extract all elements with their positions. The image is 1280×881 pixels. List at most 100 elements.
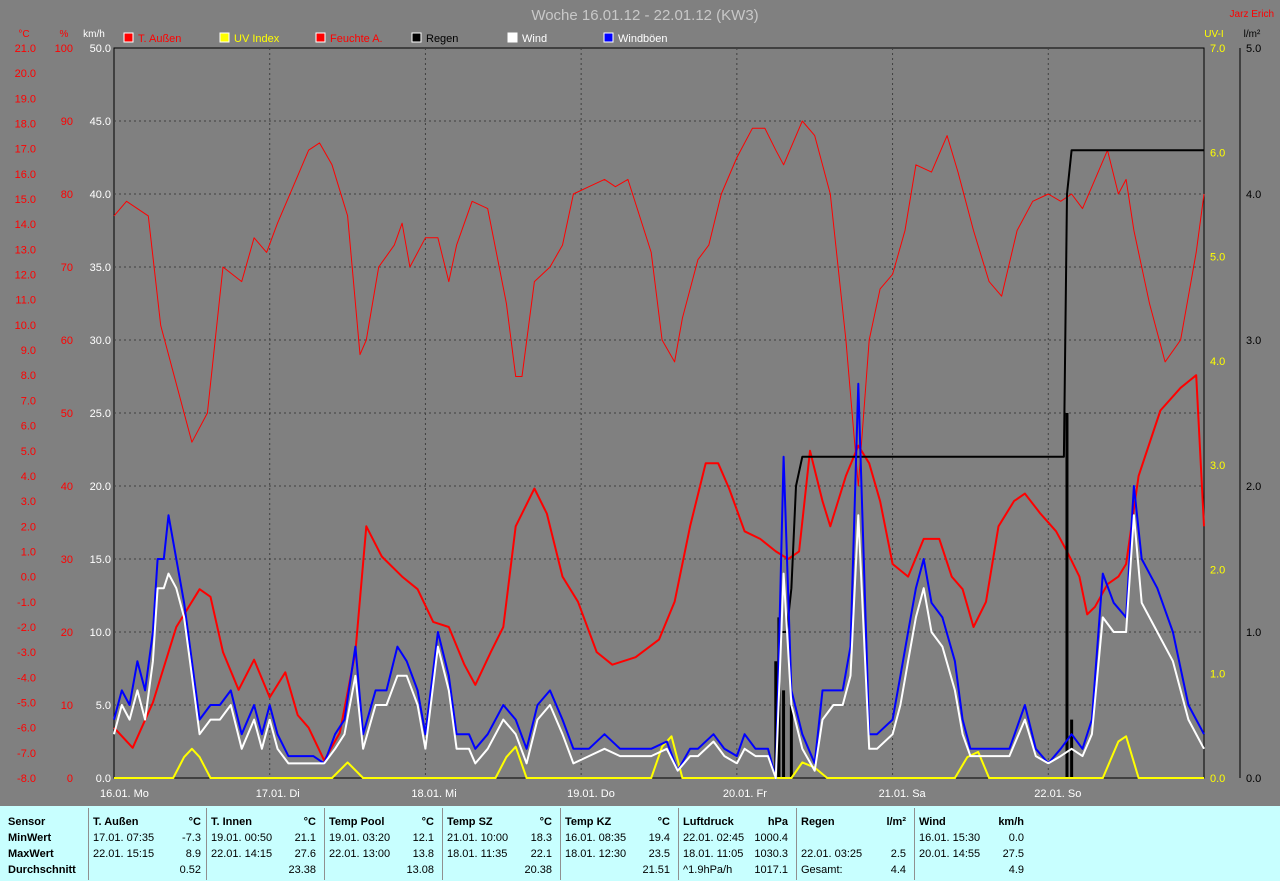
stats-cell-value: 0.52 <box>179 864 201 876</box>
rain-tick-label: 0.0 <box>1246 773 1261 785</box>
temp-tick-label: 10.0 <box>15 320 36 332</box>
stats-col: Temp Pool °C 19.01. 03:20 12.1 22.01. 13:00 1… <box>326 806 438 881</box>
stats-cell-value: 0.0 <box>1008 832 1024 844</box>
stats-cell-date: 22.01. 03:25 <box>801 848 863 860</box>
x-axis-labels: 16.01. Mo 17.01. Di 18.01. Mi 19.01. Do 20.0… <box>100 788 1081 800</box>
humidity-tick-label: 10 <box>61 700 73 712</box>
rain-tick-label: 2.0 <box>1246 481 1261 493</box>
stats-cell-value: 1000.4 <box>754 832 788 844</box>
day-label: 18.01. Mi <box>411 788 456 800</box>
wind-tick-label: 20.0 <box>90 481 111 493</box>
author-label: Jarz Erich <box>1230 9 1274 20</box>
stats-col-separator <box>88 808 89 880</box>
stats-cell-date: 16.01. 15:30 <box>919 832 981 844</box>
uv-tick-label: 2.0 <box>1210 564 1225 576</box>
temp-tick-label: 9.0 <box>21 345 36 357</box>
stats-col-unit: °C <box>539 816 552 828</box>
stats-cell-value: 13.08 <box>406 864 434 876</box>
temp-axis-title: °C <box>18 29 29 40</box>
humidity-tick-label: 80 <box>61 189 73 201</box>
stats-cell-date: 18.01. 12:30 <box>565 848 627 860</box>
uv-tick-label: 0.0 <box>1210 773 1225 785</box>
uv-tick-label: 7.0 <box>1210 43 1225 55</box>
humidity-tick-label: 0 <box>67 773 73 785</box>
stats-col-separator <box>324 808 325 880</box>
stats-col-separator <box>560 808 561 880</box>
stats-cell-date: 22.01. 02:45 <box>683 832 745 844</box>
stats-cell-value: 23.5 <box>648 848 670 860</box>
stats-cell-date: 20.01. 14:55 <box>919 848 981 860</box>
stats-cell-value: 8.9 <box>185 848 201 860</box>
series-line-t-au-en <box>113 374 1205 762</box>
chart-title: Woche 16.01.12 - 22.01.12 (KW3) <box>531 7 758 24</box>
temp-tick-label: 13.0 <box>15 244 36 256</box>
uv-tick-label: 4.0 <box>1210 356 1225 368</box>
legend-swatch <box>603 32 614 43</box>
legend-label: Wind <box>522 33 547 45</box>
humidity-tick-label: 40 <box>61 481 73 493</box>
stats-cell-value: 27.5 <box>1002 848 1024 860</box>
wind-tick-label: 50.0 <box>90 43 111 55</box>
stats-col: Luftdruck hPa 22.01. 02:45 1000.4 18.01. 11:… <box>680 806 792 881</box>
temp-tick-label: 17.0 <box>15 144 36 156</box>
temp-tick-label: -8.0 <box>17 773 36 785</box>
humidity-tick-label: 90 <box>61 116 73 128</box>
stats-cell-date: 22.01. 15:15 <box>93 848 155 860</box>
stats-cell-value: 19.4 <box>648 832 670 844</box>
humidity-tick-label: 100 <box>55 43 73 55</box>
stats-col-separator <box>206 808 207 880</box>
temp-tick-label: -1.0 <box>17 597 36 609</box>
humidity-tick-label: 30 <box>61 554 73 566</box>
temp-tick-label: 11.0 <box>15 295 36 307</box>
stats-cell-date: 18.01. 11:35 <box>447 848 508 860</box>
legend-swatch <box>123 32 134 43</box>
stats-cell-date: ^1.9hPa/h <box>683 864 733 876</box>
legend-swatch <box>219 32 230 43</box>
stats-cell-date: 19.01. 00:50 <box>211 832 273 844</box>
temp-tick-label: 21.0 <box>15 43 36 55</box>
stats-cell-value: 2.5 <box>890 848 906 860</box>
stats-col-title: Luftdruck <box>683 816 734 828</box>
stats-col-title: Wind <box>919 816 946 828</box>
stats-col-title: Temp SZ <box>447 816 493 828</box>
stats-head-sensor: Sensor <box>8 816 46 828</box>
stats-cell-value: 1030.3 <box>754 848 788 860</box>
stats-row-label-max: MaxWert <box>8 848 54 860</box>
temp-tick-label: 18.0 <box>15 119 36 131</box>
stats-col-title: T. Innen <box>211 816 252 828</box>
stats-col: Wind km/h 16.01. 15:30 0.0 20.01. 14:55 27.5 4… <box>916 806 1028 881</box>
uv-tick-label: 3.0 <box>1210 460 1225 472</box>
humidity-tick-label: 70 <box>61 262 73 274</box>
stats-cell-value: 21.1 <box>294 832 316 844</box>
rain-tick-label: 4.0 <box>1246 189 1261 201</box>
temp-tick-label: -2.0 <box>17 622 36 634</box>
legend-label: Regen <box>426 33 458 45</box>
temp-tick-label: 4.0 <box>21 471 36 483</box>
rain-axis-title: l/m² <box>1244 29 1261 40</box>
stats-row-label-avg: Durchschnitt <box>8 864 76 876</box>
temp-tick-label: 8.0 <box>21 370 36 382</box>
stats-col-separator <box>678 808 679 880</box>
weather-chart: Woche 16.01.12 - 22.01.12 (KW3) Jarz Eri… <box>14 7 1274 800</box>
stats-col-separator <box>796 808 797 880</box>
temp-tick-label: 2.0 <box>21 521 36 533</box>
legend-label: UV Index <box>234 33 280 45</box>
stats-col-separator <box>442 808 443 880</box>
wind-tick-label: 30.0 <box>90 335 111 347</box>
temp-tick-label: 16.0 <box>15 169 36 181</box>
temp-tick-label: -7.0 <box>17 748 36 760</box>
series-line-feuchte-a- <box>113 120 1205 487</box>
stats-cell-value: 27.6 <box>294 848 316 860</box>
stats-col-title: Temp Pool <box>329 816 385 828</box>
day-label: 21.01. Sa <box>879 788 927 800</box>
legend-label: T. Außen <box>138 33 181 45</box>
stats-col-sensor: Sensor MinWert MaxWert Durchschnitt <box>8 806 88 881</box>
day-label: 17.01. Di <box>256 788 300 800</box>
stats-cell-value: -7.3 <box>182 832 201 844</box>
uv-tick-label: 6.0 <box>1210 147 1225 159</box>
stats-cell-date: 18.01. 11:05 <box>683 848 744 860</box>
stats-cell-value: 4.9 <box>1008 864 1024 876</box>
stats-cell-value: 20.38 <box>524 864 552 876</box>
stats-cell-value: 4.4 <box>890 864 906 876</box>
wind-tick-label: 10.0 <box>90 627 111 639</box>
